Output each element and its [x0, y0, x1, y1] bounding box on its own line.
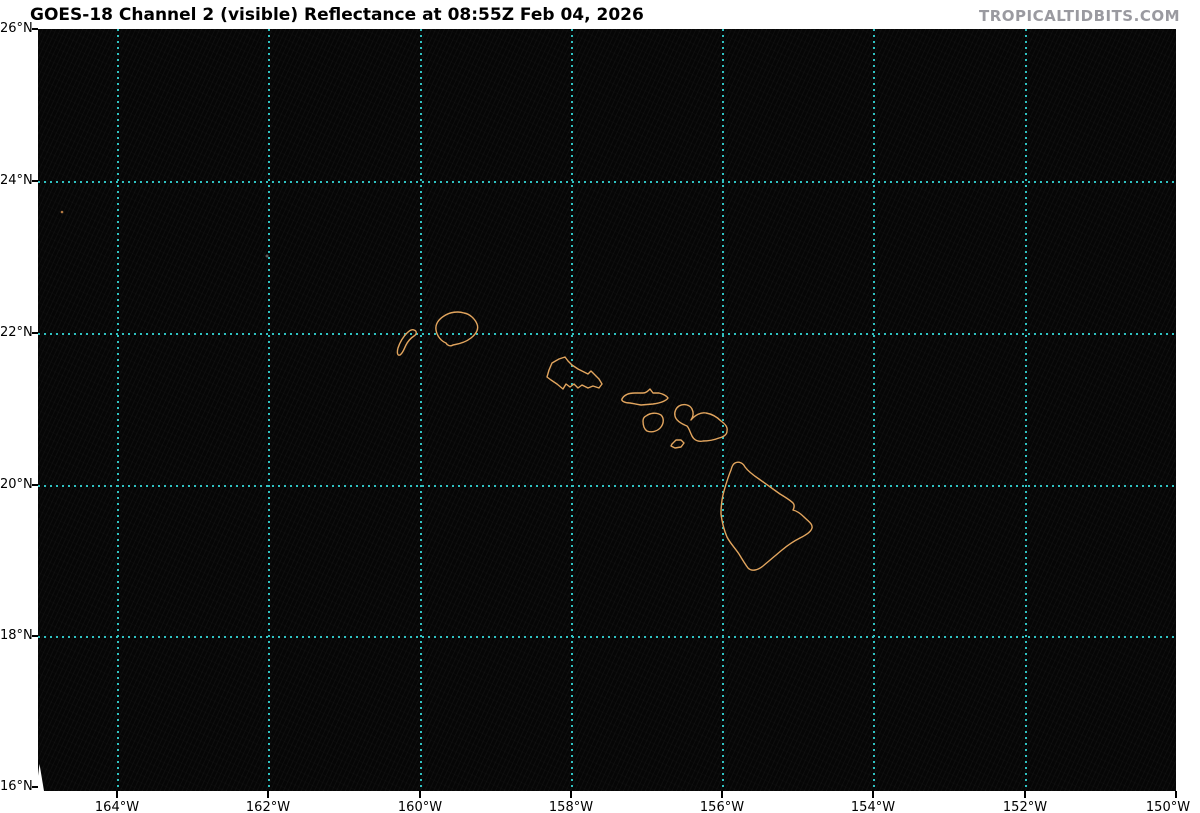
- gridline-152w: [1025, 29, 1027, 791]
- satellite-map-canvas: [38, 29, 1176, 791]
- lon-label-150w: 150°W: [1145, 800, 1191, 813]
- lon-label-154w: 154°W: [850, 800, 896, 813]
- axis-tick-16n: [32, 786, 38, 788]
- axis-tick-24n: [32, 180, 38, 182]
- gridline-160w: [420, 29, 422, 791]
- coastlines-overlay: [38, 210, 813, 791]
- lon-label-158w: 158°W: [548, 800, 594, 813]
- gridline-18n: [38, 636, 1176, 638]
- island-outline-maui: [674, 403, 728, 442]
- tropicaltidbits-watermark: TROPICALTIDBITS.COM: [979, 7, 1180, 25]
- axis-tick-158w: [570, 791, 572, 798]
- gridline-22n: [38, 333, 1176, 335]
- lat-label-26n: 26°N: [0, 21, 33, 36]
- gridline-156w: [722, 29, 724, 791]
- lat-label-24n: 24°N: [0, 173, 33, 188]
- lon-label-164w: 164°W: [94, 800, 140, 813]
- scan-artifact: [38, 764, 44, 791]
- axis-tick-160w: [419, 791, 421, 798]
- page-title: GOES-18 Channel 2 (visible) Reflectance …: [30, 5, 644, 25]
- island-outline-molokai: [621, 388, 669, 406]
- axis-tick-156w: [721, 791, 723, 798]
- island-outline-niihau: [396, 329, 417, 356]
- lon-label-162w: 162°W: [245, 800, 291, 813]
- lon-label-160w: 160°W: [397, 800, 443, 813]
- gridline-158w: [571, 29, 573, 791]
- gridline-162w: [268, 29, 270, 791]
- axis-tick-164w: [116, 791, 118, 798]
- axis-tick-152w: [1024, 791, 1026, 798]
- gridline-24n: [38, 181, 1176, 183]
- island-outline-hawaii: [720, 461, 813, 571]
- noise-speck: [265, 254, 269, 258]
- island-outline-lanai: [642, 412, 664, 433]
- axis-tick-154w: [872, 791, 874, 798]
- axis-tick-18n: [32, 635, 38, 637]
- lon-label-152w: 152°W: [1002, 800, 1048, 813]
- island-outline-kauai: [435, 311, 479, 347]
- lat-label-22n: 22°N: [0, 325, 33, 340]
- axis-tick-20n: [32, 484, 38, 486]
- lat-label-20n: 20°N: [0, 477, 33, 492]
- axis-tick-162w: [267, 791, 269, 798]
- axis-tick-26n: [32, 28, 38, 30]
- axis-tick-150w: [1175, 791, 1177, 798]
- gridline-20n: [38, 485, 1176, 487]
- gridline-154w: [873, 29, 875, 791]
- axis-tick-22n: [32, 332, 38, 334]
- lat-label-16n: 16°N: [0, 779, 33, 794]
- island-outline-oahu: [546, 356, 603, 390]
- gridline-164w: [117, 29, 119, 791]
- lon-label-156w: 156°W: [699, 800, 745, 813]
- island-outline-kahoolawe: [670, 439, 685, 449]
- lat-label-18n: 18°N: [0, 628, 33, 643]
- noise-speck: [60, 210, 64, 214]
